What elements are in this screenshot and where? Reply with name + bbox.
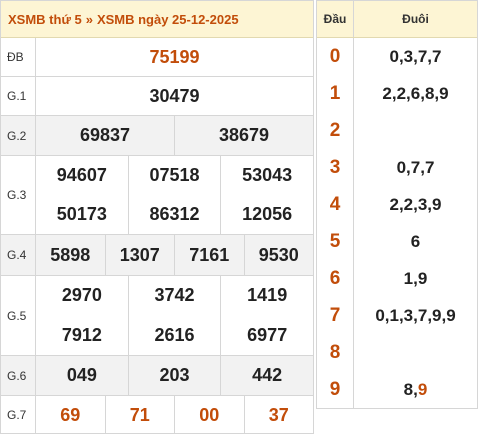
dau-duoi-table: Đầu Đuôi 0 0,3,7,7 1 2,2,6,8,9 2 3 0,7,7… (316, 0, 478, 409)
dau-digit: 0 (317, 38, 354, 75)
prize-number: 30479 (149, 85, 200, 106)
prize-row-g1: G.1 30479 (1, 77, 313, 116)
duoi-digits (354, 334, 477, 371)
prize-number: 5898 (36, 235, 106, 275)
prize-label: G.1 (1, 77, 36, 115)
dau-duoi-row: 4 2,2,3,9 (317, 186, 477, 223)
prize-label: G.6 (1, 356, 36, 395)
dau-duoi-row: 7 0,1,3,7,9,9 (317, 297, 477, 334)
prize-row-g3: G.3 94607 07518 53043 50173 86312 12056 (1, 156, 313, 235)
dau-duoi-row: 1 2,2,6,8,9 (317, 75, 477, 112)
prize-number: 07518 (129, 156, 222, 195)
dau-digit: 6 (317, 260, 354, 297)
dau-duoi-row: 9 8, 9 (317, 371, 477, 408)
prize-number: 049 (36, 356, 129, 395)
xsmb-date-link[interactable]: XSMB ngày 25-12-2025 (96, 11, 239, 27)
prize-number: 6977 (247, 324, 288, 345)
prize-label: G.7 (1, 396, 36, 434)
prize-row-g6: G.6 049 203 442 (1, 356, 313, 396)
dau-duoi-row: 5 6 (317, 223, 477, 260)
prize-number: 94607 (36, 156, 129, 195)
prize-row-db: ĐB 75199 (1, 38, 313, 77)
dau-duoi-row: 2 (317, 112, 477, 149)
duoi-digits: 8, 9 (354, 371, 477, 408)
prize-number: 53043 (242, 165, 293, 185)
results-header: XSMB thứ 5 » XSMB ngày 25-12-2025 (1, 1, 313, 38)
duoi-digits: 0,3,7,7 (389, 46, 442, 66)
breadcrumb-separator: » (85, 11, 93, 27)
dau-digit: 7 (317, 297, 354, 334)
prize-number: 203 (129, 356, 222, 395)
prize-number: 2616 (129, 315, 222, 355)
prize-number: 50173 (36, 195, 129, 234)
prize-number: 3742 (129, 276, 222, 316)
prize-row-g5: G.5 2970 3742 1419 7912 2616 6977 (1, 276, 313, 356)
prize-row-g4: G.4 5898 1307 7161 9530 (1, 235, 313, 276)
prize-row-g7: G.7 69 71 00 37 (1, 396, 313, 434)
dau-duoi-row: 0 0,3,7,7 (317, 38, 477, 75)
prize-number: 71 (106, 396, 175, 434)
dau-digit: 4 (317, 186, 354, 223)
prize-label: G.5 (1, 276, 36, 355)
prize-number: 442 (252, 365, 283, 385)
dau-digit: 3 (317, 149, 354, 186)
prize-label: G.2 (1, 116, 36, 155)
dau-digit: 5 (317, 223, 354, 260)
xsmb-thu5-link[interactable]: XSMB thứ 5 (8, 11, 82, 27)
prize-number: 2970 (36, 276, 129, 316)
dau-duoi-row: 3 0,7,7 (317, 149, 477, 186)
prize-label: ĐB (1, 38, 36, 76)
prize-number: 7912 (36, 315, 129, 355)
dau-duoi-row: 6 1,9 (317, 260, 477, 297)
duoi-digits-plain: 8, (403, 379, 418, 399)
duoi-digits: 1,9 (403, 268, 428, 288)
prize-number: 86312 (129, 195, 222, 234)
prize-number: 38679 (218, 125, 270, 145)
prize-number: 1419 (247, 285, 288, 306)
duoi-digits: 2,2,6,8,9 (382, 83, 449, 103)
prize-number: 37 (268, 404, 289, 425)
dau-duoi-row: 8 (317, 334, 477, 371)
prize-number: 00 (175, 396, 245, 434)
prize-number: 1307 (106, 235, 175, 275)
prize-number: 12056 (242, 204, 293, 224)
dau-digit: 2 (317, 112, 354, 149)
duoi-digits: 0,7,7 (396, 157, 435, 177)
prize-number: 69 (36, 396, 106, 434)
prize-label: G.4 (1, 235, 36, 275)
prize-number: 9530 (258, 244, 299, 265)
prize-row-g2: G.2 69837 38679 (1, 116, 313, 156)
prize-number: 75199 (149, 46, 200, 67)
duoi-digit-highlight: 9 (417, 379, 428, 399)
dau-header: Đầu (317, 1, 354, 37)
lottery-results-table: XSMB thứ 5 » XSMB ngày 25-12-2025 ĐB 751… (0, 0, 314, 434)
prize-number: 69837 (36, 116, 175, 155)
dau-duoi-header: Đầu Đuôi (317, 1, 477, 38)
duoi-digits: 0,1,3,7,9,9 (375, 305, 456, 325)
prize-number: 7161 (175, 235, 245, 275)
dau-digit: 1 (317, 75, 354, 112)
duoi-digits: 2,2,3,9 (389, 194, 442, 214)
dau-digit: 9 (317, 371, 354, 408)
duoi-digits (354, 112, 477, 149)
duoi-digits: 6 (410, 231, 421, 251)
dau-digit: 8 (317, 334, 354, 371)
duoi-header: Đuôi (402, 12, 429, 26)
prize-label: G.3 (1, 156, 36, 234)
